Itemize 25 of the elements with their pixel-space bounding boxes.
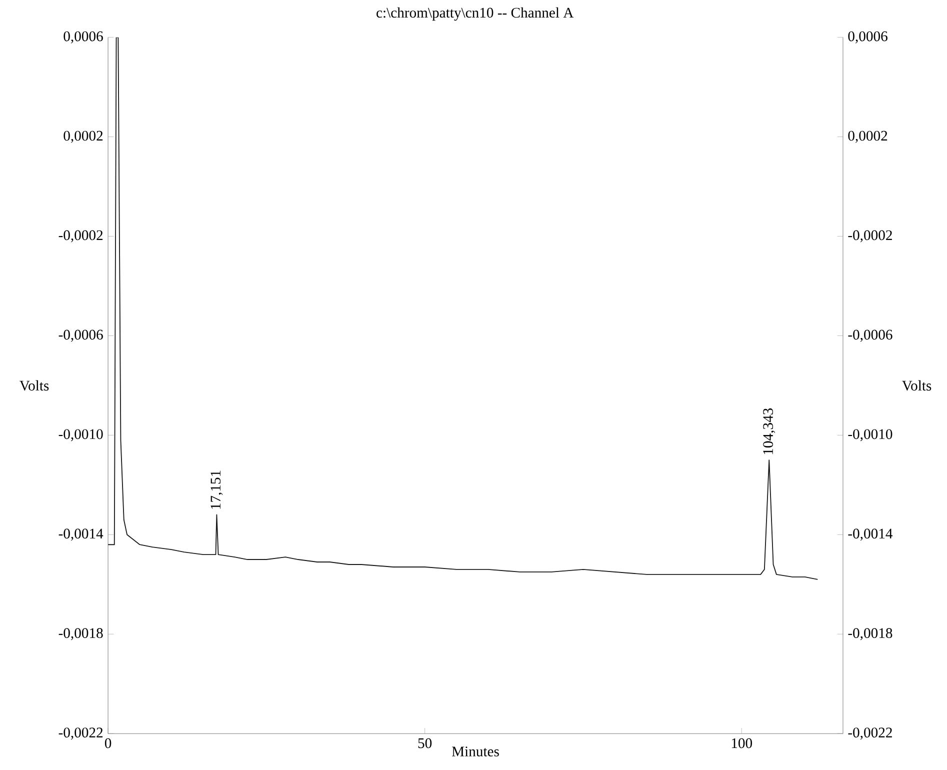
- y2-tick-label: -0,0002: [848, 230, 892, 242]
- y2-tick-label: -0,0018: [848, 628, 892, 640]
- y2-tick-label: -0,0006: [848, 330, 892, 342]
- y-tick-label: -0,0006: [58, 330, 103, 342]
- y-tick-label: -0,0022: [58, 728, 103, 740]
- x-tick-label: 50: [418, 738, 432, 748]
- y2-axis-title: Volts: [902, 380, 932, 391]
- annotation: 104,343: [763, 408, 776, 454]
- annotation: 17,151: [210, 470, 223, 509]
- y-axis-title: Volts: [20, 380, 49, 391]
- y-tick-label: 0,0002: [64, 131, 103, 143]
- x-tick-label: 100: [732, 738, 752, 748]
- x-tick-label: 0: [104, 738, 112, 748]
- y2-tick-label: -0,0014: [848, 528, 893, 541]
- y2-tick-label: -0,0022: [848, 728, 892, 740]
- y-tick-label: -0,0002: [58, 230, 103, 242]
- y-tick-label: -0,0014: [58, 528, 104, 541]
- y2-tick-label: -0,0010: [848, 429, 892, 442]
- x-axis-title: Minutes: [452, 746, 499, 757]
- y-tick-label: -0,0018: [58, 628, 103, 640]
- y-tick-label: 0,0006: [64, 32, 103, 44]
- y-tick-label: -0,0010: [58, 429, 103, 442]
- chart-title: c:\chrom\patty\cn10 -- Channel A: [376, 8, 574, 21]
- y2-tick-label: 0,0006: [848, 32, 888, 44]
- y2-tick-label: 0,0002: [848, 131, 888, 143]
